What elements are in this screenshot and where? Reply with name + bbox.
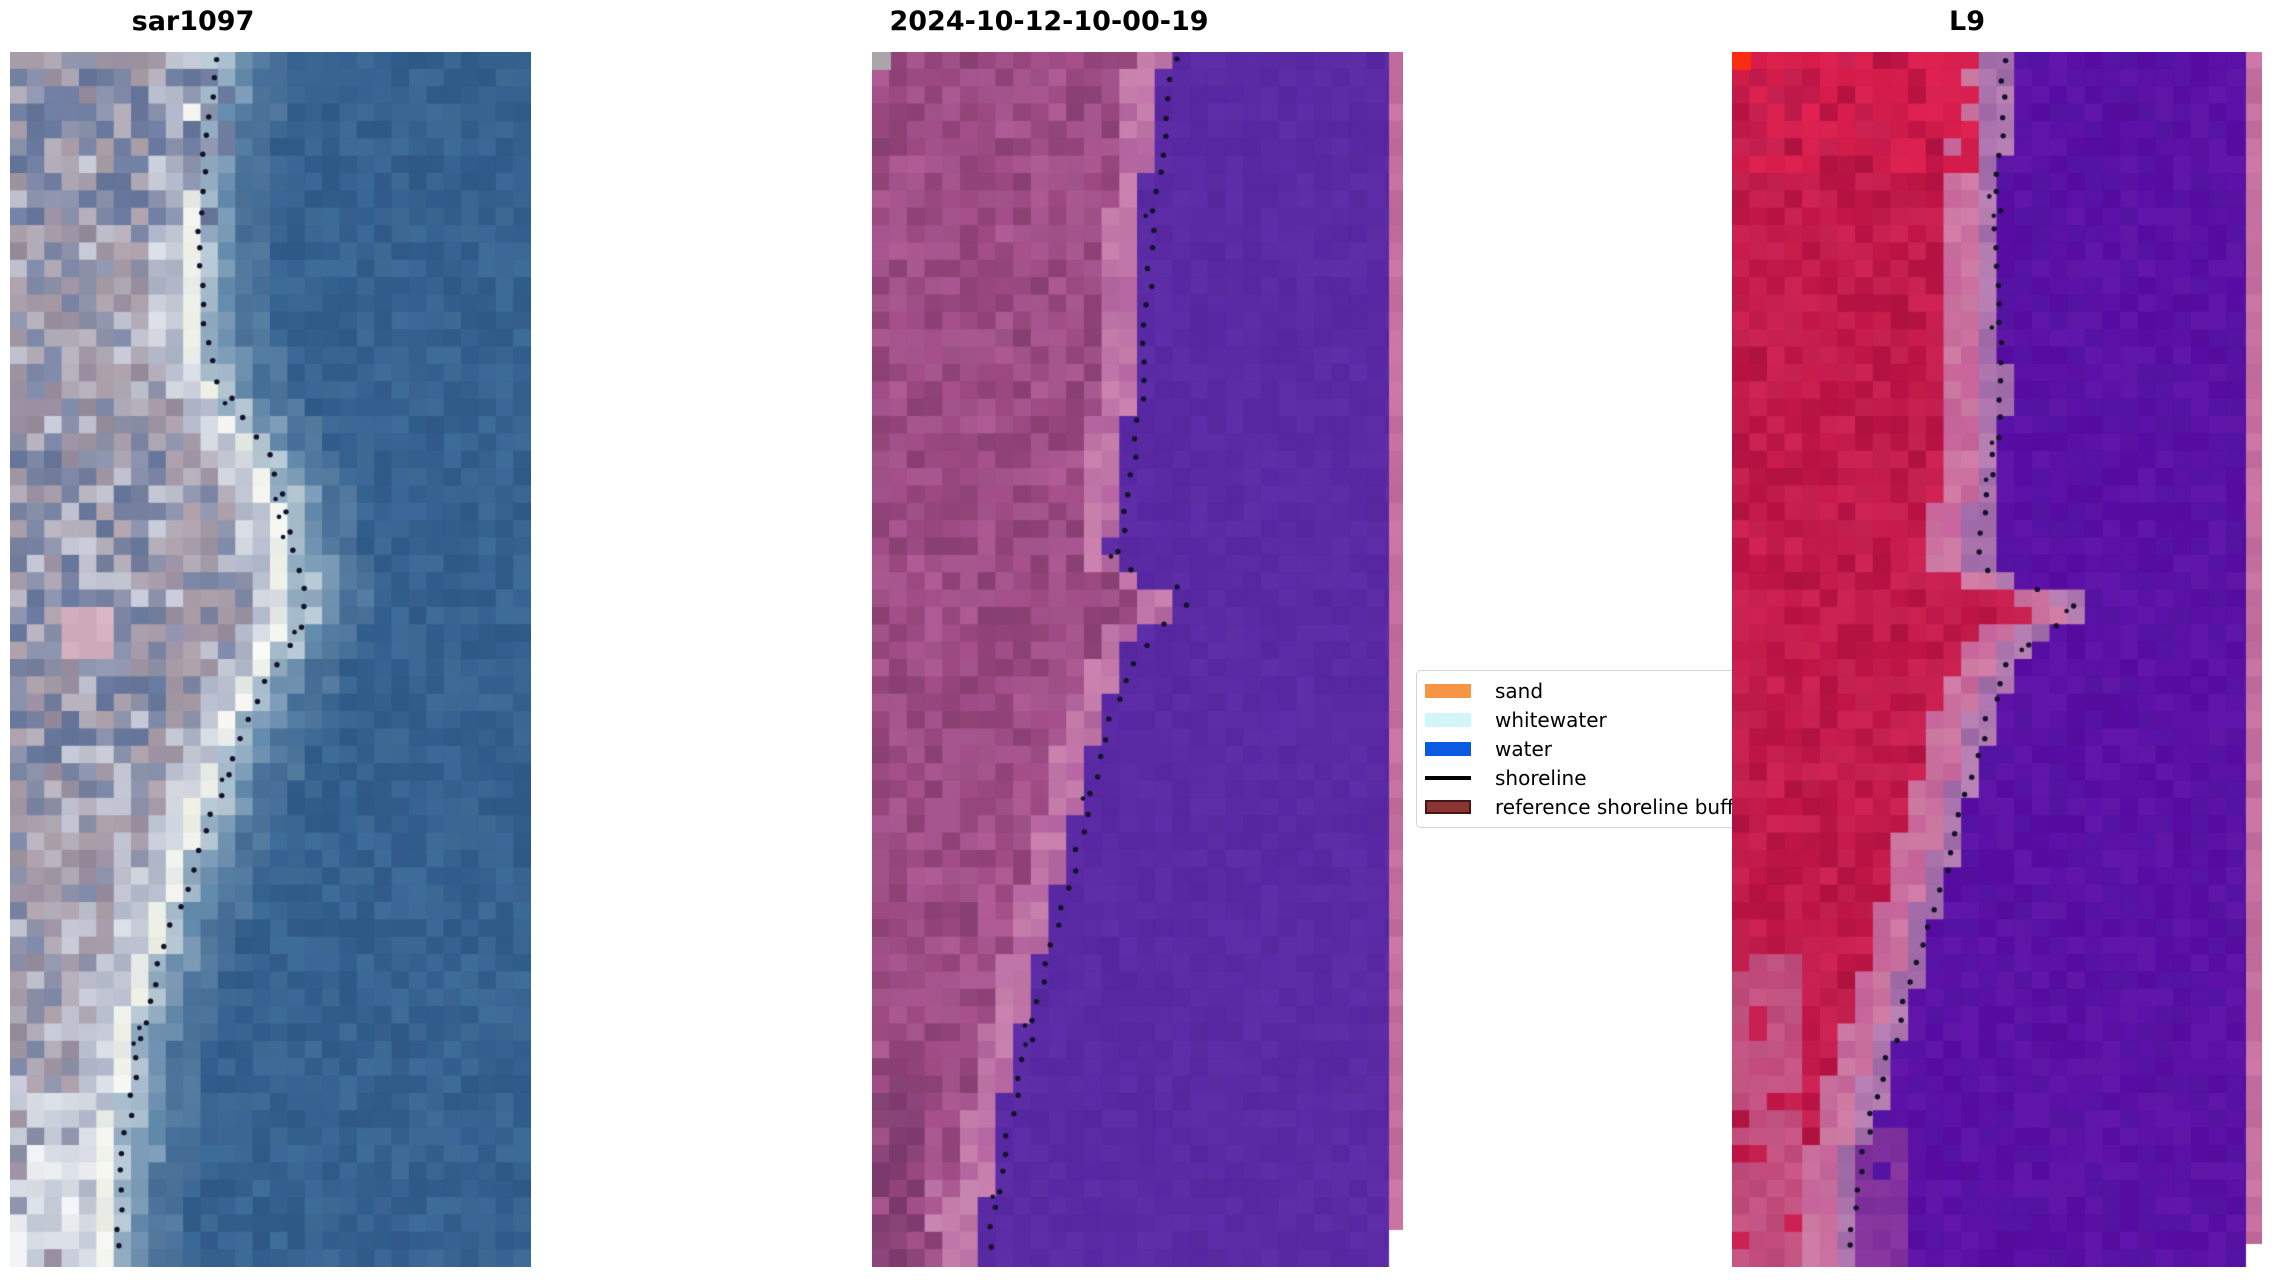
reference-buffer-swatch [1425, 800, 1471, 815]
water-swatch [1425, 741, 1471, 756]
classified-image-canvas [872, 52, 1403, 1267]
panel-title-date: 2024-10-12-10-00-19 [889, 6, 1209, 37]
legend-row-sand: sand [1425, 679, 1745, 703]
panel-sar-image [10, 52, 531, 1267]
legend-row-whitewater: whitewater [1425, 708, 1745, 732]
whitewater-swatch [1425, 712, 1471, 727]
panel-title-l9: L9 [1949, 6, 1985, 37]
sar-image-canvas [10, 52, 531, 1267]
legend-label-water: water [1495, 736, 1552, 761]
legend-label-whitewater: whitewater [1495, 707, 1607, 732]
legend: sand whitewater water shoreline referenc… [1416, 670, 1754, 828]
legend-label-reference-buffer: reference shoreline buffer [1495, 795, 1755, 820]
panel-classified-image [872, 52, 1403, 1267]
legend-row-reference-buffer: reference shoreline buffer [1425, 795, 1754, 819]
legend-row-shoreline: shoreline [1425, 766, 1745, 790]
sand-swatch [1425, 683, 1471, 698]
legend-row-water: water [1425, 737, 1745, 761]
panel-title-sar: sar1097 [131, 6, 255, 37]
shoreline-line-swatch [1425, 776, 1471, 780]
legend-label-shoreline: shoreline [1495, 766, 1587, 791]
l9-image-canvas [1732, 52, 2262, 1267]
legend-label-sand: sand [1495, 678, 1544, 703]
panel-l9-image [1732, 52, 2262, 1267]
